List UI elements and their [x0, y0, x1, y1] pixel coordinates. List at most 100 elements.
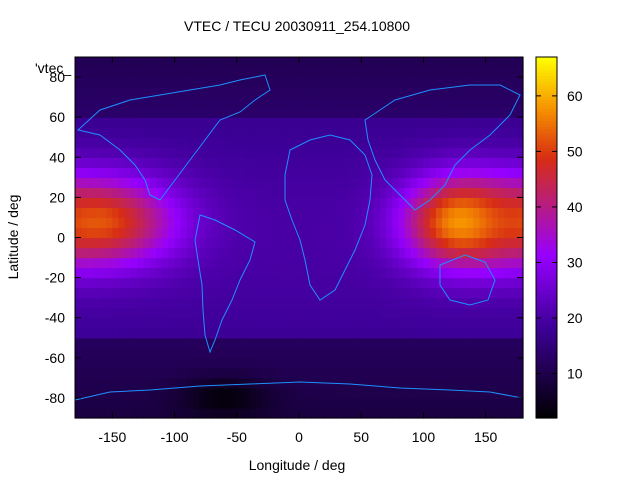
- heatmap-cell: [199, 87, 207, 98]
- heatmap-cell: [423, 237, 431, 249]
- heatmap-cell: [348, 347, 356, 359]
- heatmap-cell: [155, 237, 163, 249]
- heatmap-cell: [448, 207, 456, 219]
- heatmap-cell: [143, 117, 151, 128]
- heatmap-cell: [87, 107, 95, 118]
- colorbar-swatch: [536, 81, 557, 85]
- heatmap-cell: [280, 97, 288, 108]
- heatmap-cell: [448, 277, 456, 289]
- heatmap-cell: [467, 387, 474, 399]
- heatmap-cell: [305, 277, 313, 289]
- heatmap-cell: [131, 397, 138, 409]
- heatmap-cell: [180, 247, 188, 259]
- heatmap-cell: [87, 347, 95, 359]
- heatmap-cell: [131, 247, 138, 259]
- heatmap-cell: [180, 267, 188, 279]
- heatmap-cell: [342, 227, 350, 239]
- heatmap-cell: [255, 207, 263, 219]
- heatmap-cell: [243, 167, 250, 178]
- heatmap-cell: [267, 127, 275, 138]
- colorbar-tick-label: 50: [567, 143, 583, 159]
- heatmap-cell: [429, 117, 437, 128]
- heatmap-cell: [361, 327, 369, 339]
- heatmap-cell: [435, 237, 443, 249]
- heatmap-cell: [211, 377, 219, 389]
- heatmap-cell: [193, 197, 201, 209]
- heatmap-cell: [205, 207, 213, 219]
- heatmap-cell: [211, 307, 219, 319]
- heatmap-cell: [442, 387, 449, 399]
- heatmap-cell: [454, 67, 462, 78]
- heatmap-cell: [454, 327, 462, 339]
- heatmap-cell: [230, 147, 238, 158]
- heatmap-cell: [479, 137, 487, 148]
- heatmap-cell: [292, 267, 300, 279]
- heatmap-cell: [187, 137, 194, 148]
- heatmap-cell: [180, 187, 188, 198]
- heatmap-cell: [249, 297, 257, 309]
- heatmap-cell: [323, 147, 331, 158]
- heatmap-cell: [336, 347, 344, 359]
- heatmap-cell: [305, 197, 313, 209]
- heatmap-cell: [81, 227, 89, 239]
- heatmap-cell: [187, 187, 194, 198]
- heatmap-cell: [404, 157, 412, 168]
- heatmap-cell: [417, 237, 425, 249]
- heatmap-cell: [155, 347, 163, 359]
- x-tick-label: -100: [161, 429, 189, 445]
- heatmap-cell: [87, 197, 95, 209]
- heatmap-cell: [99, 357, 107, 369]
- heatmap-cell: [348, 187, 356, 198]
- heatmap-cell: [137, 97, 145, 108]
- colorbar-swatch: [536, 249, 557, 254]
- heatmap-cell: [155, 117, 163, 128]
- heatmap-cell: [342, 117, 350, 128]
- colorbar-swatch: [536, 354, 557, 359]
- colorbar-swatch: [536, 177, 557, 181]
- heatmap-cell: [311, 337, 319, 349]
- colorbar-swatch: [536, 393, 557, 398]
- heatmap-cell: [137, 357, 145, 369]
- heatmap-cell: [411, 197, 418, 209]
- heatmap-cell: [491, 297, 499, 309]
- y-tick-label: 40: [49, 149, 65, 165]
- heatmap-cell: [367, 107, 375, 118]
- heatmap-cell: [367, 287, 375, 299]
- heatmap-cell: [218, 57, 225, 68]
- heatmap-cell: [435, 177, 443, 188]
- heatmap-cell: [249, 237, 257, 249]
- heatmap-cell: [411, 237, 418, 249]
- heatmap-cell: [180, 147, 188, 158]
- heatmap-cell: [118, 77, 126, 88]
- heatmap-cell: [485, 307, 493, 319]
- heatmap-cell: [261, 137, 269, 148]
- heatmap-cell: [137, 57, 145, 68]
- heatmap-cell: [75, 167, 82, 178]
- heatmap-cell: [131, 167, 138, 178]
- heatmap-cell: [398, 217, 406, 229]
- heatmap-cell: [317, 237, 325, 249]
- heatmap-cell: [498, 107, 505, 118]
- heatmap-cell: [292, 97, 300, 108]
- heatmap-cell: [392, 317, 400, 329]
- heatmap-cell: [423, 187, 431, 198]
- heatmap-cell: [367, 267, 375, 279]
- heatmap-cell: [348, 287, 356, 299]
- heatmap-cell: [180, 337, 188, 349]
- heatmap-cell: [498, 347, 505, 359]
- heatmap-cell: [435, 287, 443, 299]
- heatmap-cell: [149, 367, 157, 379]
- heatmap-cell: [386, 197, 393, 209]
- heatmap-cell: [361, 187, 369, 198]
- heatmap-cell: [411, 57, 418, 68]
- heatmap-cell: [379, 317, 387, 329]
- heatmap-cell: [236, 217, 244, 229]
- heatmap-cell: [392, 57, 400, 68]
- heatmap-cell: [311, 277, 319, 289]
- coast-antarctica: [74, 381, 523, 401]
- heatmap-cell: [143, 377, 151, 389]
- heatmap-cell: [379, 97, 387, 108]
- heatmap-cell: [162, 297, 169, 309]
- heatmap-cell: [299, 67, 306, 78]
- heatmap-cell: [404, 117, 412, 128]
